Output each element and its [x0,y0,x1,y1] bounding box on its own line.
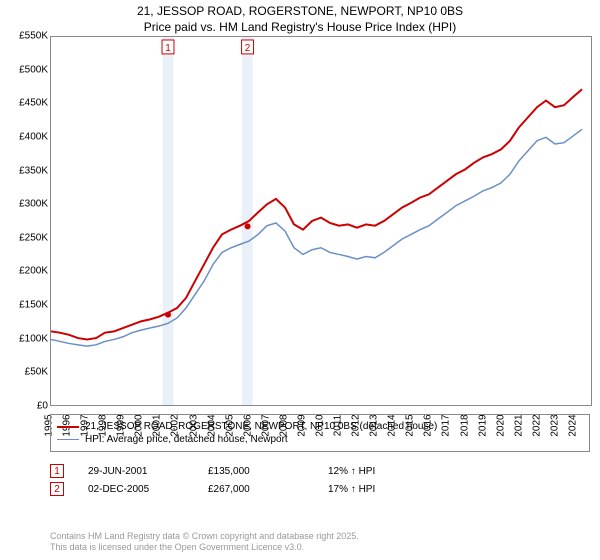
sale-vs-hpi: 17% ↑ HPI [328,484,448,495]
footer-line2: This data is licensed under the Open Gov… [50,542,359,554]
title-address: 21, JESSOP ROAD, ROGERSTONE, NEWPORT, NP… [0,4,600,20]
series-line-price_paid [51,89,582,339]
sale-vs-hpi: 12% ↑ HPI [328,466,448,477]
y-tick-label: £200K [19,266,48,277]
sale-marker-icon: 1 [50,464,64,478]
footer-line1: Contains HM Land Registry data © Crown c… [50,531,359,543]
y-tick-label: £400K [19,131,48,142]
table-row: 2 02-DEC-2005 £267,000 17% ↑ HPI [50,482,590,496]
legend-label-price: 21, JESSOP ROAD, ROGERSTONE, NEWPORT, NP… [85,421,437,432]
sale-marker-icon: 2 [50,482,64,496]
legend-swatch-hpi [57,439,79,441]
y-tick-label: £250K [19,232,48,243]
y-tick-label: £100K [19,333,48,344]
y-tick-label: £150K [19,300,48,311]
plot-svg: 12 [51,37,591,405]
svg-text:1: 1 [165,43,171,54]
chart-title: 21, JESSOP ROAD, ROGERSTONE, NEWPORT, NP… [0,0,600,35]
sale-price: £135,000 [208,466,328,477]
legend: 21, JESSOP ROAD, ROGERSTONE, NEWPORT, NP… [50,414,590,452]
series-line-hpi [51,129,582,346]
legend-row-price: 21, JESSOP ROAD, ROGERSTONE, NEWPORT, NP… [57,421,583,432]
y-tick-label: £50K [25,367,48,378]
sale-price: £267,000 [208,484,328,495]
y-tick-label: £500K [19,64,48,75]
table-row: 1 29-JUN-2001 £135,000 12% ↑ HPI [50,464,590,478]
y-tick-label: £450K [19,98,48,109]
sale-date: 02-DEC-2005 [88,484,208,495]
legend-row-hpi: HPI: Average price, detached house, Newp… [57,434,583,445]
y-tick-label: £300K [19,199,48,210]
svg-text:2: 2 [245,43,251,54]
legend-swatch-price [57,426,79,428]
chart-container: 21, JESSOP ROAD, ROGERSTONE, NEWPORT, NP… [0,0,600,560]
y-tick-label: £0 [37,401,48,412]
sale-date: 29-JUN-2001 [88,466,208,477]
footer-attribution: Contains HM Land Registry data © Crown c… [50,531,359,554]
y-tick-label: £550K [19,31,48,42]
y-tick-label: £350K [19,165,48,176]
title-subtitle: Price paid vs. HM Land Registry's House … [0,20,600,36]
legend-label-hpi: HPI: Average price, detached house, Newp… [85,434,288,445]
plot-area: 12 [50,36,592,406]
sales-table: 1 29-JUN-2001 £135,000 12% ↑ HPI 2 02-DE… [50,460,590,500]
